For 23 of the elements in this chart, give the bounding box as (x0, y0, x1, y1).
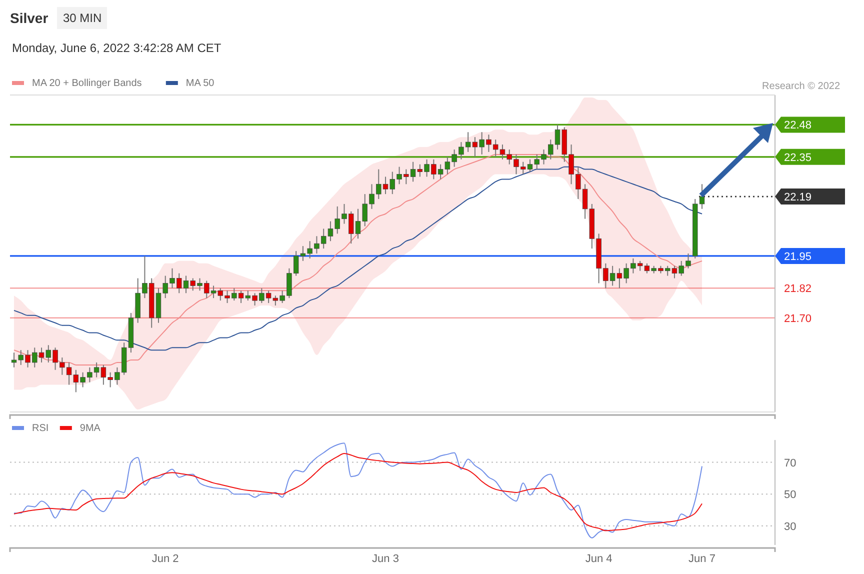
legend-label: MA 20 + Bollinger Bands (32, 78, 142, 89)
chart-subtitle: 30 MIN (63, 11, 102, 25)
legend-label: RSI (32, 423, 49, 434)
chart-title: Silver (10, 10, 49, 26)
text: Monday, June 6, 2022 3:42:28 AM CET (12, 41, 222, 55)
y-tick-label: 70 (784, 457, 796, 470)
line-series (14, 442, 702, 538)
legend-label: MA 50 (186, 78, 215, 89)
ref-line-label: 21.82 (784, 283, 812, 296)
x-tick-label: Jun 7 (688, 553, 716, 565)
ref-line-label: 22.48 (784, 120, 812, 132)
y-tick-label: 30 (784, 520, 796, 533)
x-tick-label: Jun 3 (372, 553, 399, 565)
x-tick-label: Jun 2 (152, 553, 179, 565)
ref-line-label: 21.70 (784, 312, 812, 325)
ref-line-label: 22.19 (784, 192, 812, 204)
legend-label: 9MA (80, 423, 101, 434)
line-series (14, 453, 702, 532)
y-tick-label: 50 (784, 489, 796, 502)
ref-line-label: 21.95 (784, 250, 812, 263)
text: Research © 2022 (762, 81, 840, 92)
x-tick-label: Jun 4 (585, 553, 612, 565)
ref-line-label: 22.35 (784, 152, 812, 164)
